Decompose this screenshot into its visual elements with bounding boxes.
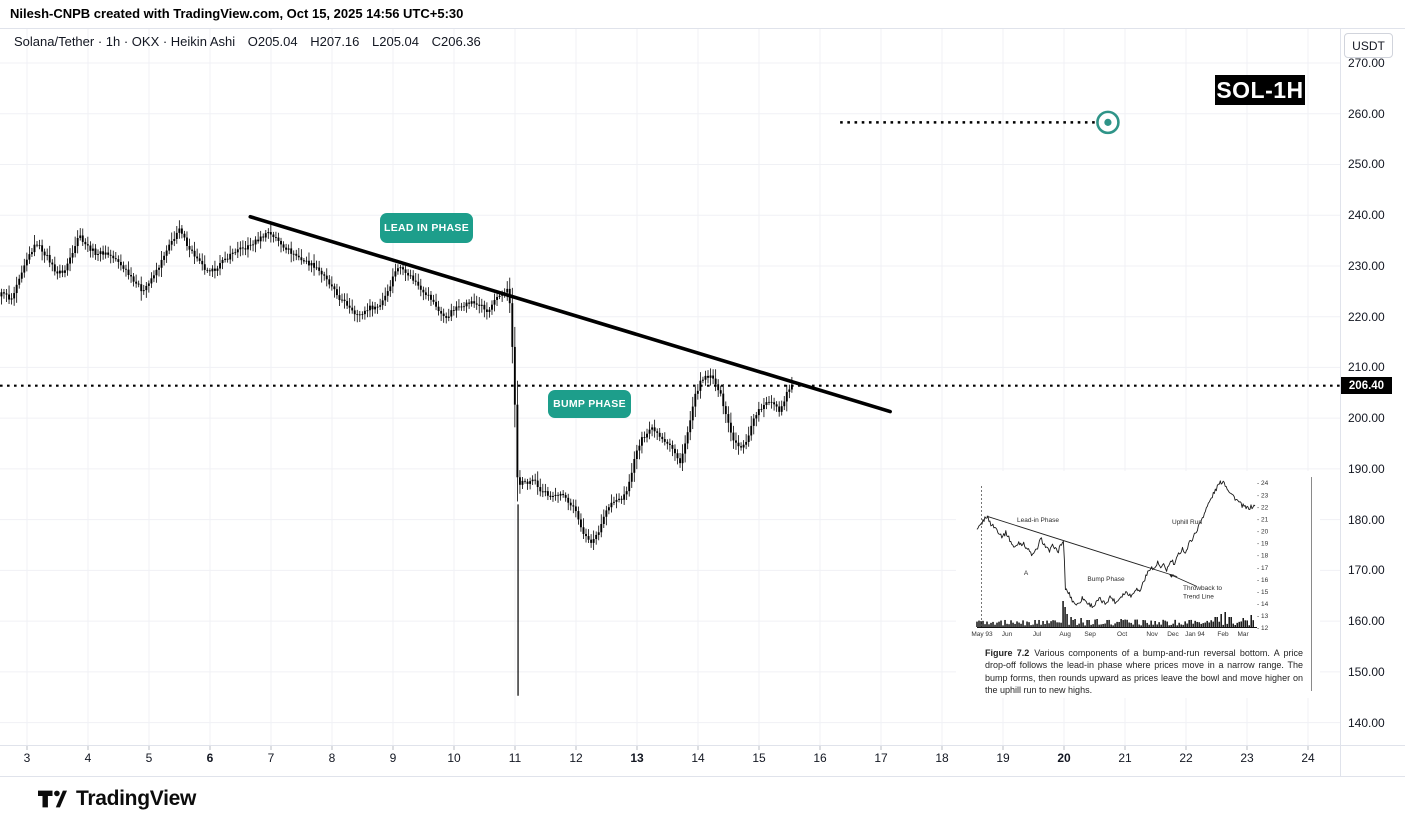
annotation-bump-phase[interactable]: BUMP PHASE: [548, 390, 631, 418]
time-tick-label: 22: [1179, 751, 1193, 765]
svg-text:- 24: - 24: [1257, 480, 1269, 487]
attribution-text: Nilesh-CNPB created with TradingView.com…: [10, 6, 464, 21]
price-tick-label: 210.00: [1348, 360, 1385, 375]
last-price-badge: 206.40: [1341, 377, 1392, 394]
price-tick-label: 160.00: [1348, 614, 1385, 629]
svg-text:Sep: Sep: [1084, 631, 1096, 638]
time-tick-label: 14: [691, 751, 705, 765]
svg-text:- 21: - 21: [1257, 516, 1269, 523]
ohlc-low: L205.04: [372, 34, 420, 49]
svg-text:- 14: - 14: [1257, 601, 1269, 608]
trendline-drawing[interactable]: [248, 214, 892, 414]
price-tick-label: 220.00: [1348, 309, 1385, 324]
time-tick-label: 17: [874, 751, 888, 765]
time-tick-label: 18: [935, 751, 949, 765]
svg-text:A: A: [1024, 570, 1029, 577]
price-tick-label: 270.00: [1348, 56, 1385, 70]
grid: [0, 29, 1340, 745]
svg-text:Jul: Jul: [1033, 631, 1042, 638]
time-tick-label: 4: [84, 751, 92, 765]
price-tick-label: 190.00: [1348, 461, 1385, 476]
svg-text:Jan 94: Jan 94: [1185, 631, 1205, 638]
price-tick-label: 250.00: [1348, 157, 1385, 172]
svg-text:Oct: Oct: [1117, 631, 1127, 638]
price-tick-label: 200.00: [1348, 411, 1385, 426]
time-tick-label: 19: [996, 751, 1010, 765]
svg-text:- 13: - 13: [1257, 613, 1269, 620]
annotation-sol-1h-badge[interactable]: SOL-1H: [1215, 75, 1305, 105]
tradingview-logo-icon: [38, 790, 67, 808]
currency-toggle-button[interactable]: USDT: [1344, 33, 1393, 58]
svg-text:- 18: - 18: [1257, 553, 1269, 560]
svg-text:- 16: - 16: [1257, 577, 1269, 584]
time-tick-label: 11: [508, 751, 522, 765]
symbol-title[interactable]: Solana/Tether · 1h · OKX · Heikin Ashi: [14, 34, 236, 49]
svg-text:Bump Phase: Bump Phase: [1087, 576, 1125, 583]
inset-caption-body: Various components of a bump-and-run rev…: [985, 648, 1303, 696]
ohlc-close: C206.36: [431, 34, 481, 49]
price-tick-label: 140.00: [1348, 715, 1385, 730]
panel-separators: [0, 28, 1405, 777]
time-tick-label: 9: [389, 751, 397, 765]
inset-caption-title: Figure 7.2: [985, 648, 1030, 658]
svg-text:Throwback to: Throwback to: [1183, 585, 1222, 592]
price-tick-label: 180.00: [1348, 512, 1385, 527]
svg-text:May 93: May 93: [971, 631, 993, 638]
time-tick-label: 8: [328, 751, 336, 765]
time-tick-label: 23: [1240, 751, 1254, 765]
time-tick-label: 12: [569, 751, 583, 765]
svg-text:Trend Line: Trend Line: [1183, 594, 1214, 601]
svg-text:Jun: Jun: [1002, 631, 1013, 638]
price-tick-label: 240.00: [1348, 208, 1385, 223]
time-tick-label: 24: [1301, 751, 1315, 765]
time-tick-label: 21: [1118, 751, 1132, 765]
target-circle-marker[interactable]: [1096, 110, 1120, 135]
ohlc-high: H207.16: [310, 34, 360, 49]
svg-text:Mar: Mar: [1237, 631, 1249, 638]
svg-text:- 15: - 15: [1257, 589, 1269, 596]
time-tick-label: 10: [447, 751, 461, 765]
time-tick-label: 3: [23, 751, 31, 765]
svg-text:Nov: Nov: [1146, 631, 1158, 638]
price-tick-label: 260.00: [1348, 106, 1385, 121]
tradingview-logo-text: TradingView: [76, 787, 197, 810]
time-tick-label: 7: [267, 751, 275, 765]
annotation-lead-in-phase[interactable]: LEAD IN PHASE: [380, 213, 473, 243]
ohlc-open: O205.04: [247, 34, 298, 49]
svg-text:Lead-in Phase: Lead-in Phase: [1017, 517, 1059, 524]
svg-text:Dec: Dec: [1167, 631, 1179, 638]
svg-text:Aug: Aug: [1059, 631, 1071, 638]
svg-text:- 22: - 22: [1257, 504, 1269, 511]
time-tick-label: 5: [145, 751, 153, 765]
time-tick-label: 15: [752, 751, 766, 765]
inset-figure-caption: Figure 7.2 Various components of a bump-a…: [985, 647, 1303, 697]
tradingview-logo[interactable]: TradingView: [38, 787, 196, 811]
svg-text:Feb: Feb: [1217, 631, 1229, 638]
inset-price-path: [976, 480, 1256, 609]
time-tick-label: 13: [630, 751, 644, 765]
svg-text:- 20: - 20: [1257, 529, 1269, 536]
price-tick-label: 230.00: [1348, 258, 1385, 273]
time-tick-label: 16: [813, 751, 827, 765]
price-tick-label: 150.00: [1348, 664, 1385, 679]
svg-text:- 19: - 19: [1257, 541, 1269, 548]
time-tick-label: 20: [1057, 751, 1071, 765]
time-tick-label: 6: [206, 751, 214, 765]
svg-text:Uphill Run: Uphill Run: [1172, 519, 1202, 526]
inset-figure-image[interactable]: - 24 - 23 - 22 - 21 - 20 - 19 - 18 - 17 - 16 - 15…: [956, 471, 1320, 698]
price-tick-label: 170.00: [1348, 563, 1385, 578]
svg-text:- 12: - 12: [1257, 625, 1269, 632]
svg-text:- 23: - 23: [1257, 492, 1269, 499]
candlestick-series: [0, 220, 793, 551]
svg-text:- 17: - 17: [1257, 565, 1269, 572]
symbol-info[interactable]: Solana/Tether · 1h · OKX · Heikin Ashi O…: [14, 34, 481, 49]
